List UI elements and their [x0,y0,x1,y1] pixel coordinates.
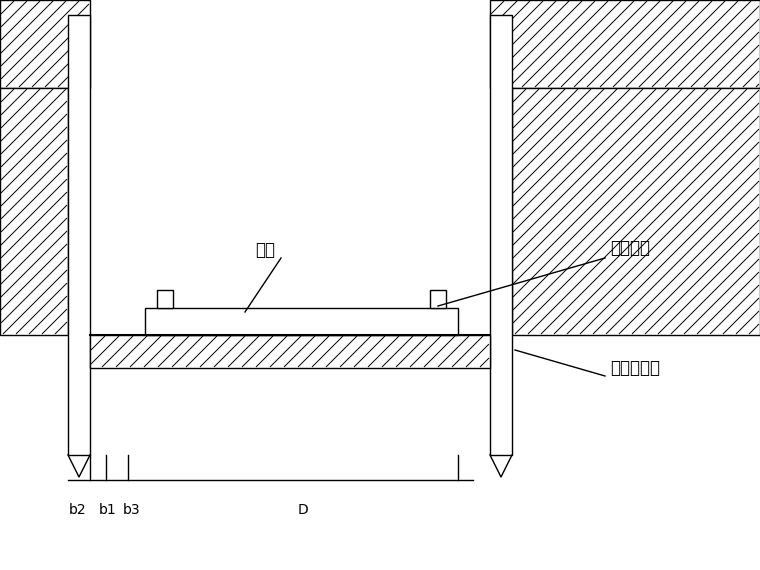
Bar [0,88,68,335]
Bar [0,0,90,88]
Text: b1: b1 [99,503,117,517]
Text: b2: b2 [69,503,87,517]
Bar [157,290,173,308]
Bar [68,15,90,455]
Text: b3: b3 [123,503,141,517]
Bar [490,0,760,88]
Bar [430,290,446,308]
Text: 基础: 基础 [255,241,275,259]
Bar [90,335,490,368]
Bar [512,88,760,335]
Bar [490,15,512,455]
Bar [145,308,458,335]
Text: 基础支模: 基础支模 [610,239,650,257]
Text: D: D [298,503,309,517]
Text: 钉板桩支撑: 钉板桩支撑 [610,359,660,377]
